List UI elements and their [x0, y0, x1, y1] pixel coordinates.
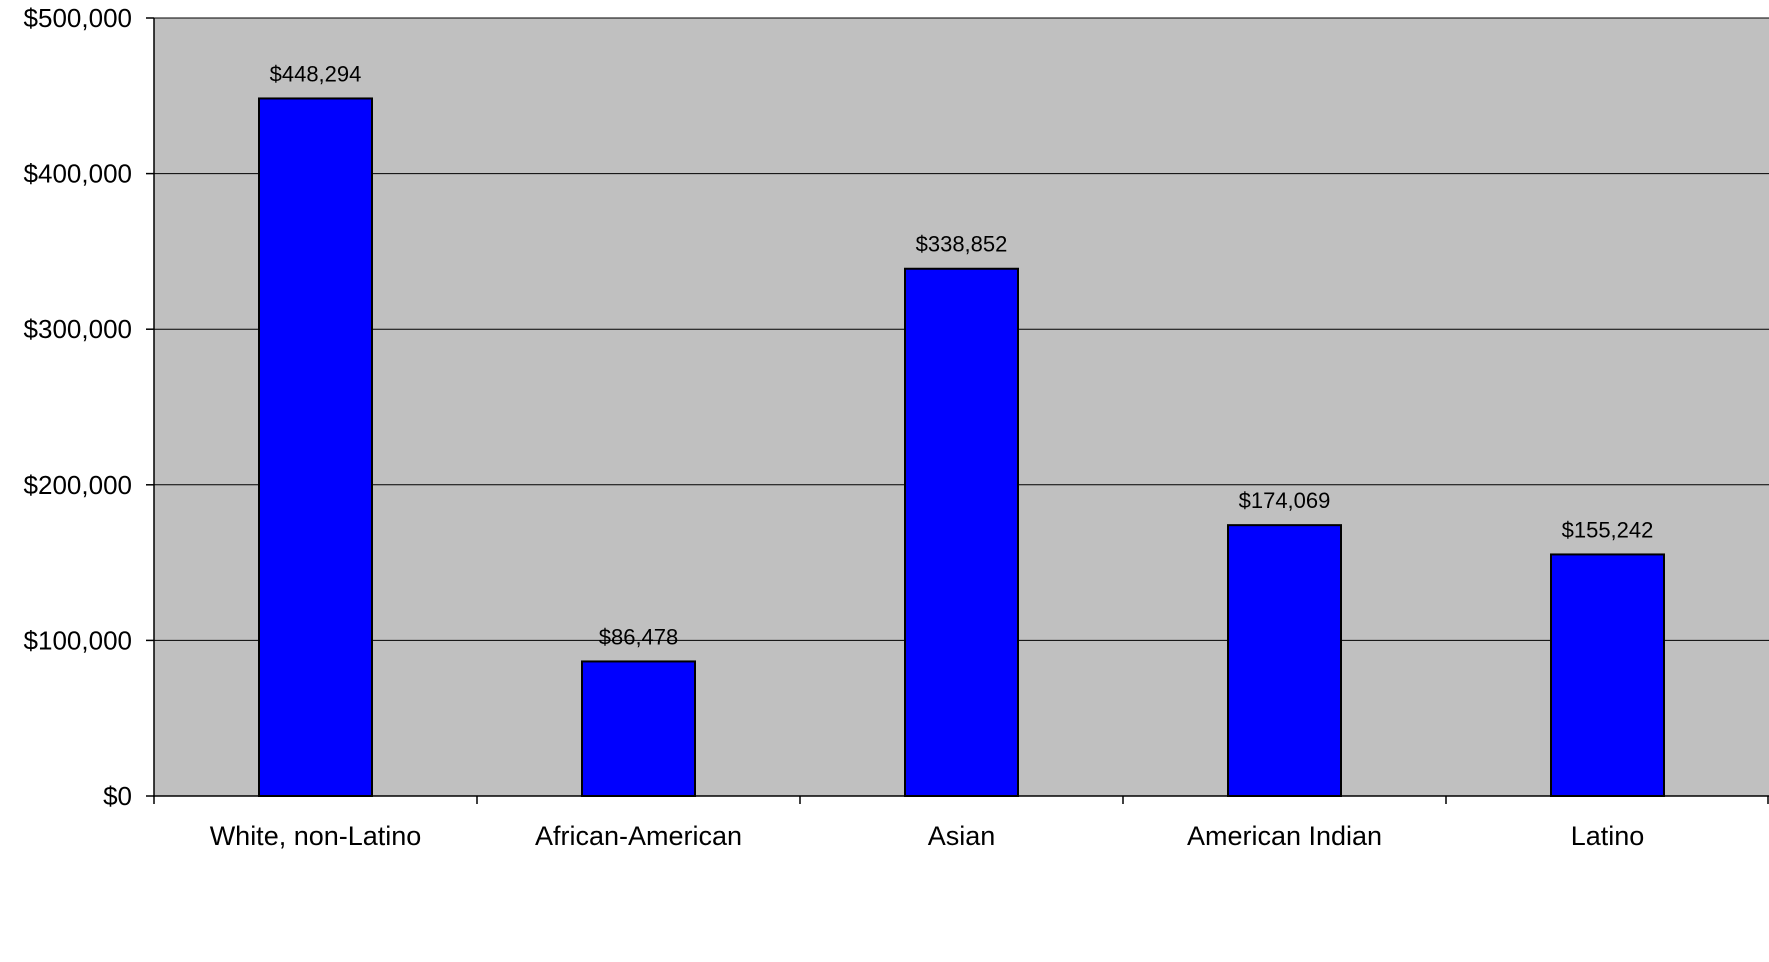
x-tick-label: Latino: [1571, 821, 1645, 851]
bar: [581, 660, 696, 798]
x-tick-label: Asian: [928, 821, 996, 851]
x-tick-label: American Indian: [1187, 821, 1382, 851]
x-tick-label: African-American: [535, 821, 742, 851]
y-tick-label: $0: [103, 781, 132, 811]
data-label: $86,478: [599, 624, 679, 649]
y-tick-label: $300,000: [24, 314, 132, 344]
data-labels: $448,294 $86,478 $338,852 $174,069 $155,242: [270, 61, 1654, 649]
x-tick-labels: White, non-Latino African-American Asian Am…: [210, 821, 1645, 851]
y-tick-label: $400,000: [24, 159, 132, 189]
x-tick-label: White, non-Latino: [210, 821, 422, 851]
data-label: $448,294: [270, 61, 362, 86]
bar: [1550, 553, 1665, 797]
y-tick-label: $100,000: [24, 625, 132, 655]
y-tick-labels: $0 $100,000 $200,000 $300,000 $400,000 $500,0…: [24, 3, 132, 811]
axes: [146, 17, 1769, 804]
bar: [258, 97, 373, 798]
data-label: $155,242: [1562, 517, 1654, 542]
y-tick-label: $200,000: [24, 470, 132, 500]
bars: [258, 97, 1665, 798]
y-tick-label: $500,000: [24, 3, 132, 33]
bar: [1227, 524, 1342, 797]
data-label: $338,852: [916, 232, 1008, 257]
bar: [904, 267, 1019, 797]
data-label: $174,069: [1239, 488, 1331, 513]
